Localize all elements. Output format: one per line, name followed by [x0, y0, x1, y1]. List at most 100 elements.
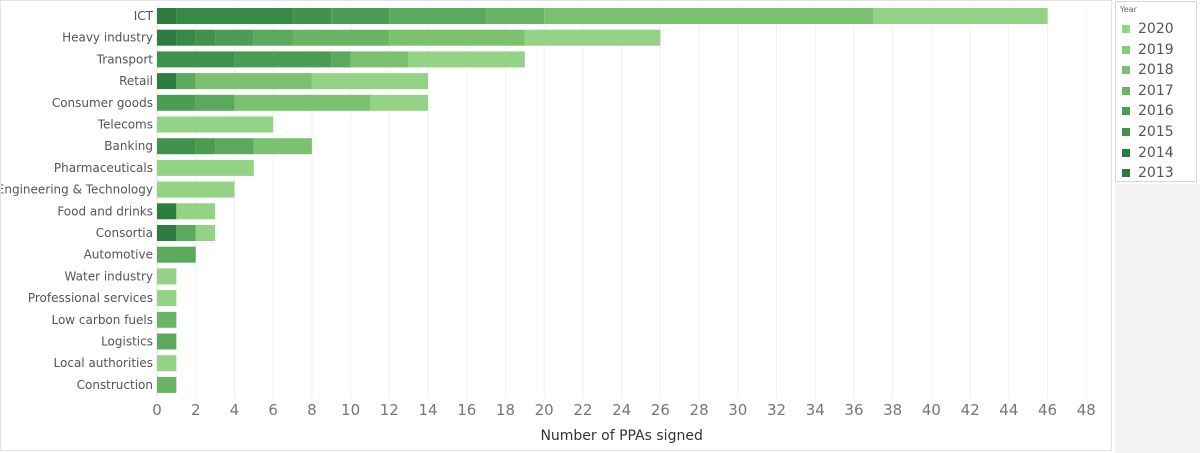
bar-segment[interactable]: [176, 73, 196, 90]
x-tick-label: 32: [767, 401, 786, 419]
legend-swatch: [1122, 128, 1130, 136]
x-tick-label: 36: [844, 401, 863, 419]
bar-segment[interactable]: [195, 225, 216, 241]
bar-segment[interactable]: [157, 355, 177, 372]
legend-swatch: [1122, 45, 1130, 54]
category-label: Retail: [119, 74, 153, 88]
bar-segment[interactable]: [176, 8, 293, 24]
x-tick-label: 8: [307, 401, 317, 419]
bar-segment[interactable]: [331, 51, 351, 68]
category-label: Food and drinks: [57, 204, 153, 218]
bar-segment[interactable]: [544, 8, 874, 24]
legend-item-2014[interactable]: 2014: [1122, 143, 1174, 163]
bar-chart: ICT Heavy industry Transport Retail Consumer…: [1, 5, 1096, 444]
x-tick-label: 6: [268, 401, 278, 419]
bar-segment[interactable]: [389, 8, 487, 24]
legend-item-2019[interactable]: 2019: [1122, 40, 1174, 60]
legend-item-2017[interactable]: 2017: [1122, 81, 1174, 101]
bar-segment[interactable]: [486, 8, 545, 24]
bar-segment[interactable]: [176, 225, 196, 241]
category-label: Professional services: [28, 291, 153, 305]
side-panel-background: [1115, 184, 1200, 453]
bar-segment[interactable]: [234, 51, 332, 68]
bar-segment[interactable]: [176, 203, 216, 220]
bar-segment[interactable]: [157, 159, 254, 176]
legend: Year 2020 2019 2018 2017 2016 2015 2014 2013: [1115, 1, 1197, 182]
x-tick-label: 2: [191, 401, 201, 419]
category-label: Telecoms: [97, 118, 153, 132]
legend-label: 2016: [1138, 103, 1174, 120]
x-tick-label: 40: [922, 401, 941, 419]
category-label: Logistics: [101, 335, 153, 349]
category-label: Automotive: [84, 248, 153, 262]
bar-segment[interactable]: [195, 73, 312, 90]
x-tick-label: 4: [230, 401, 240, 419]
bar-segment[interactable]: [234, 94, 370, 111]
bar-segment[interactable]: [195, 138, 216, 155]
category-label: Transport: [96, 52, 154, 66]
legend-label: 2019: [1138, 41, 1174, 58]
bar-segment[interactable]: [157, 268, 177, 285]
bar-segment[interactable]: [157, 116, 274, 133]
bar-segment[interactable]: [195, 94, 235, 111]
chart-frame: ICT Heavy industry Transport Retail Consumer…: [0, 0, 1112, 451]
legend-label: 2017: [1138, 82, 1174, 99]
category-label: Construction: [77, 378, 153, 392]
legend-swatch: [1122, 169, 1130, 178]
bar-segment[interactable]: [157, 203, 177, 220]
category-label: Banking: [104, 139, 153, 153]
bar-segment[interactable]: [157, 311, 177, 328]
bar-segment[interactable]: [292, 8, 332, 24]
x-tick-label: 34: [806, 401, 825, 419]
bar-segment[interactable]: [157, 246, 196, 263]
legend-item-2018[interactable]: 2018: [1122, 60, 1174, 80]
bar-segment[interactable]: [157, 376, 177, 393]
bar-segment[interactable]: [157, 51, 235, 68]
x-tick-label: 42: [961, 401, 980, 419]
bar-segment[interactable]: [311, 73, 429, 90]
category-label: Pharmaceuticals: [54, 161, 153, 175]
x-tick-label: 10: [341, 401, 360, 419]
bar-segment[interactable]: [176, 29, 196, 46]
category-label: Heavy industry: [62, 31, 153, 45]
bar-segment[interactable]: [215, 138, 254, 155]
legend-item-2016[interactable]: 2016: [1122, 101, 1174, 121]
x-tick-label: 14: [418, 401, 437, 419]
bar-segment[interactable]: [157, 94, 196, 111]
legend-item-2013[interactable]: 2013: [1122, 163, 1174, 183]
x-tick-label: 18: [496, 401, 515, 419]
bar-segment[interactable]: [157, 290, 177, 307]
bar-segment[interactable]: [157, 138, 196, 155]
bar-segment[interactable]: [157, 181, 235, 198]
bar-segment[interactable]: [157, 225, 177, 241]
x-axis-title: Number of PPAs signed: [540, 428, 702, 444]
legend-item-2015[interactable]: 2015: [1122, 122, 1174, 142]
category-label: Engineering & Technology: [1, 183, 153, 197]
bar-segment[interactable]: [215, 29, 254, 46]
bar-segment[interactable]: [292, 29, 390, 46]
category-label: Local authorities: [54, 356, 153, 370]
bar-segment[interactable]: [408, 51, 525, 68]
bar-segment[interactable]: [253, 138, 312, 155]
category-label: Consortia: [96, 226, 153, 240]
bar-segment[interactable]: [157, 333, 177, 350]
bar-segment[interactable]: [369, 94, 429, 111]
bar-segment[interactable]: [389, 29, 525, 46]
x-tick-label: 46: [1038, 401, 1057, 419]
x-tick-label: 22: [573, 401, 592, 419]
bar-segment[interactable]: [331, 8, 390, 24]
legend-item-2020[interactable]: 2020: [1122, 19, 1174, 39]
x-tick-label: 48: [1077, 401, 1096, 419]
bar-segment[interactable]: [524, 29, 661, 46]
bar-segment[interactable]: [157, 73, 177, 90]
legend-label: 2014: [1138, 144, 1174, 161]
bar-segment[interactable]: [195, 29, 216, 46]
legend-label: 2018: [1138, 62, 1174, 79]
bar-segment[interactable]: [157, 8, 177, 24]
bar-segment[interactable]: [253, 29, 293, 46]
bar-segment[interactable]: [350, 51, 409, 68]
x-tick-label: 28: [690, 401, 709, 419]
bar-segment[interactable]: [157, 29, 177, 46]
bar-segment[interactable]: [873, 8, 1048, 24]
x-tick-label: 12: [380, 401, 399, 419]
